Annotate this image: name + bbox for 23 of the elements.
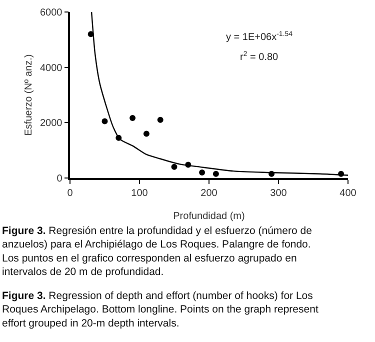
x-tick-label: 200: [200, 188, 218, 199]
y-tick-label: 4000: [40, 62, 63, 74]
point: [143, 130, 150, 137]
x-tick-label: 400: [340, 188, 357, 199]
point: [212, 170, 219, 177]
point: [171, 164, 178, 170]
point: [157, 116, 164, 123]
x-axis-title: Profundidad (m): [173, 210, 245, 222]
annotation: y = 1E+06x$^{-1.54}$: [226, 31, 293, 44]
y-tick-label: 2000: [40, 118, 63, 130]
x-tick-label: 300: [270, 188, 288, 199]
point: [199, 169, 206, 176]
point: [130, 114, 136, 121]
x-tick-label: 0: [67, 188, 74, 199]
y-tick-label: 6000: [40, 8, 63, 18]
x-tick-label: 100: [131, 188, 148, 199]
caption: Figure 3. Regresión entre la profundidad y el esfuerzo (número de anzuelos) para el Archipiélago de Los Roques. Palangre de fondo. Los puntos en el grafico corresponden al esfuerzo agrupado en intervalos de 20 m de profundidad.: [2, 225, 312, 278]
y-axis-title: Esfuerzo (Nº anz.): [24, 54, 34, 136]
caption: Figure 3. Regression of depth and effort (number of hooks) for Los Roques Archipelago. Bottom longline. Points on the graph represent effort grouped in 20-m depth intervals.: [2, 290, 318, 330]
annotation: r$^{2}$ = 0.80: [240, 51, 279, 64]
y-tick-label: 0: [56, 174, 63, 184]
line-series: [90, 12, 348, 176]
point: [102, 118, 108, 124]
